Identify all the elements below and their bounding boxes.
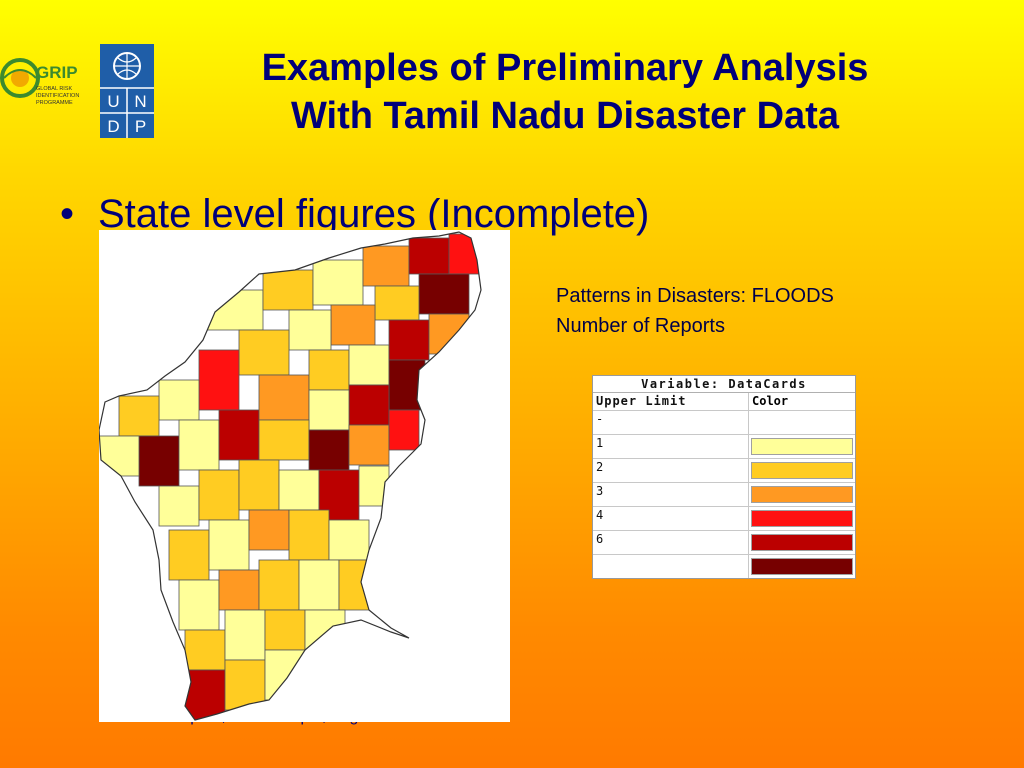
tamil-nadu-map	[99, 230, 510, 722]
legend-row-swatch	[751, 438, 853, 455]
legend-header-row: Upper Limit Color	[593, 393, 855, 411]
undp-letter-p: P	[135, 117, 146, 136]
legend-title: Variable: DataCards	[593, 376, 855, 393]
legend-row: 6	[593, 531, 855, 555]
undp-letter-u: U	[107, 92, 119, 111]
legend-row-limit: 6	[593, 531, 749, 554]
legend-row-swatch	[751, 414, 853, 431]
bullet-text: State level figures (Incomplete)	[98, 192, 650, 236]
legend-row-swatch	[751, 534, 853, 551]
legend-row: 1	[593, 435, 855, 459]
grip-logo-sub-1: GLOBAL RISK	[36, 86, 73, 92]
legend-row-swatch	[751, 558, 853, 575]
bullet-dot-icon: •	[60, 192, 75, 236]
grip-logo-text: GRIP	[36, 63, 78, 82]
legend-row-limit	[593, 555, 749, 578]
bullet-point: • State level figures (Incomplete)	[60, 192, 649, 237]
legend-row: 3	[593, 483, 855, 507]
legend-row-swatch	[751, 486, 853, 503]
undp-letter-n: N	[134, 92, 146, 111]
legend-row-limit: 4	[593, 507, 749, 530]
legend-col-color: Color	[752, 394, 789, 408]
legend-row-limit: 3	[593, 483, 749, 506]
grip-logo: GRIP GLOBAL RISK IDENTIFICATION PROGRAMM…	[0, 50, 92, 124]
map-caption-line-1: Patterns in Disasters: FLOODS	[556, 285, 834, 307]
legend-row: 4	[593, 507, 855, 531]
grip-logo-sub-2: IDENTIFICATION	[36, 93, 79, 99]
legend-row: 2	[593, 459, 855, 483]
slide-title-line-1: Examples of Preliminary Analysis	[261, 47, 869, 89]
map-caption: Patterns in Disasters: FLOODS Number of …	[556, 281, 834, 341]
legend-row: -	[593, 411, 855, 435]
map-caption-line-2: Number of Reports	[556, 315, 725, 337]
legend-row-limit: -	[593, 411, 749, 434]
undp-letter-d: D	[107, 117, 119, 136]
map-legend: Variable: DataCards Upper Limit Color -1…	[592, 375, 856, 579]
slide-title-line-2: With Tamil Nadu Disaster Data	[291, 95, 839, 137]
legend-row-limit: 1	[593, 435, 749, 458]
legend-row-swatch	[751, 462, 853, 479]
legend-row-swatch	[751, 510, 853, 527]
legend-row	[593, 555, 855, 578]
legend-row-limit: 2	[593, 459, 749, 482]
grip-logo-sub-3: PROGRAMME	[36, 100, 73, 106]
legend-col-limit: Upper Limit	[593, 393, 749, 410]
slide-title: Examples of Preliminary Analysis With Ta…	[160, 44, 970, 140]
undp-logo: U N D P	[100, 44, 154, 138]
